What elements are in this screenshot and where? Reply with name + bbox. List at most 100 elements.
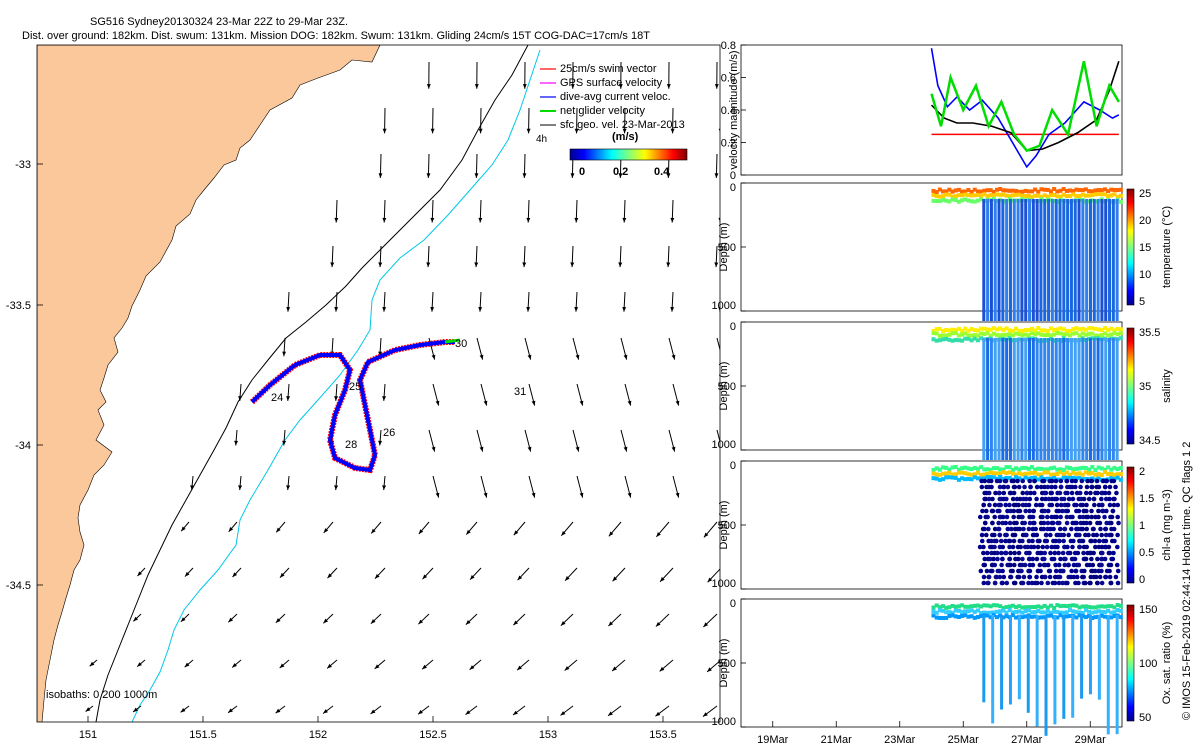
profile-sample: [931, 467, 936, 472]
profile-sample: [1090, 470, 1095, 475]
profile-sample: [1017, 476, 1022, 481]
profile-sample: [1026, 502, 1032, 508]
profile-sample: [1112, 192, 1117, 197]
profile-sample: [1036, 193, 1041, 198]
profile-sample: [1111, 550, 1116, 556]
profile-sample: [1007, 332, 1012, 337]
profile-sample: [1022, 520, 1028, 526]
profile-sample: [1065, 580, 1070, 586]
profile-sample: [1023, 465, 1028, 470]
velocity-arrowhead: [430, 217, 435, 223]
profile-sample: [1118, 336, 1123, 341]
velocity-arrowhead: [608, 621, 614, 627]
profile-sample: [983, 532, 989, 538]
profile-sample: [1109, 326, 1114, 331]
profile-sample: [1083, 470, 1088, 475]
profile-sample: [1074, 615, 1079, 620]
profile-sample: [1102, 187, 1107, 192]
profile-sample: [1083, 490, 1089, 496]
profile-column: [1088, 338, 1092, 460]
profile-sample: [1042, 490, 1047, 496]
profile-column: [1039, 199, 1043, 321]
profile-sample: [950, 194, 955, 199]
velocity-arrowhead: [655, 621, 661, 627]
profile-sample: [1080, 188, 1085, 193]
profile-sample: [1102, 484, 1108, 490]
velocity-arrowhead: [426, 84, 431, 89]
profile-sample: [1061, 532, 1067, 538]
profile-sample: [1034, 532, 1040, 538]
profile-sample: [950, 338, 955, 343]
profile-sample: [993, 574, 999, 580]
profile-sample: [944, 471, 949, 476]
profile-sample: [1014, 475, 1019, 480]
profile-sample: [1061, 472, 1066, 477]
profile-sample: [1096, 192, 1101, 197]
profile-sample: [1042, 508, 1047, 514]
profile-sample: [1020, 538, 1025, 544]
isobath-200m: [131, 49, 541, 722]
profile-sample: [1052, 465, 1057, 470]
profile-sample: [1010, 333, 1015, 338]
velocity-arrowhead: [133, 707, 138, 712]
profile-sample: [1061, 192, 1066, 197]
velocity-arrowhead: [228, 617, 234, 623]
profile-sample: [1020, 556, 1025, 562]
profile-sample: [947, 475, 952, 480]
profile-sample: [1061, 603, 1066, 608]
velocity-arrowhead: [702, 712, 708, 717]
profile-sample: [1049, 502, 1055, 508]
profile-sample: [1109, 476, 1114, 481]
profile-sample: [1057, 526, 1063, 532]
profile-sample: [984, 550, 990, 556]
velocity-arrowhead: [286, 306, 291, 312]
profile-sample: [1066, 496, 1072, 502]
profile-sample: [986, 526, 991, 532]
track-dac: [250, 340, 455, 473]
profile-sample: [963, 604, 968, 609]
profile-column: [1012, 199, 1016, 321]
profile-sample: [1001, 188, 1006, 193]
velocity-arrowhead: [465, 620, 471, 625]
profile-sample: [1033, 467, 1038, 472]
profile-sample: [1051, 526, 1056, 532]
profile-column: [986, 338, 990, 460]
time-tick-label: 23Mar: [884, 734, 916, 746]
profile-sample: [1004, 193, 1009, 198]
profile-sample: [972, 333, 977, 338]
profile-sample: [1007, 470, 1012, 475]
profile-sample: [1023, 502, 1029, 508]
profile-sample: [1023, 332, 1028, 337]
profile-sample: [1042, 187, 1047, 192]
profile-sample: [944, 189, 949, 194]
profile-sample: [1107, 502, 1113, 508]
velocity-ylabel: velocity magnitude (m/s): [728, 50, 740, 169]
velocity-arrowhead: [560, 711, 566, 716]
profile-sample: [937, 467, 942, 472]
profile-sample: [981, 562, 987, 568]
profile-sample: [982, 188, 987, 193]
profile-sample: [934, 610, 939, 615]
profile-sample: [950, 465, 955, 470]
profile-sample: [950, 475, 955, 480]
colorbar-tick: 10: [1139, 269, 1151, 281]
profile-sample: [1020, 465, 1025, 470]
profile-sample: [1028, 490, 1033, 496]
profile-sample: [1026, 189, 1031, 194]
profile-sample: [1010, 193, 1015, 198]
profile-column: [1097, 615, 1101, 700]
profile-sample: [1026, 466, 1031, 471]
velocity-arrowhead: [276, 527, 281, 533]
profile-sample: [1039, 472, 1044, 477]
profile-sample: [1039, 496, 1045, 502]
profile-sample: [1080, 538, 1086, 544]
profile-sample: [1110, 556, 1116, 562]
velocity-arrowhead: [622, 217, 627, 223]
profile-sample: [975, 338, 980, 343]
profile-sample: [1083, 332, 1088, 337]
profile-sample: [1020, 490, 1026, 496]
profile-sample: [1029, 189, 1034, 194]
profile-sample: [969, 193, 974, 198]
profile-sample: [972, 472, 977, 477]
profile-sample: [1071, 327, 1076, 332]
